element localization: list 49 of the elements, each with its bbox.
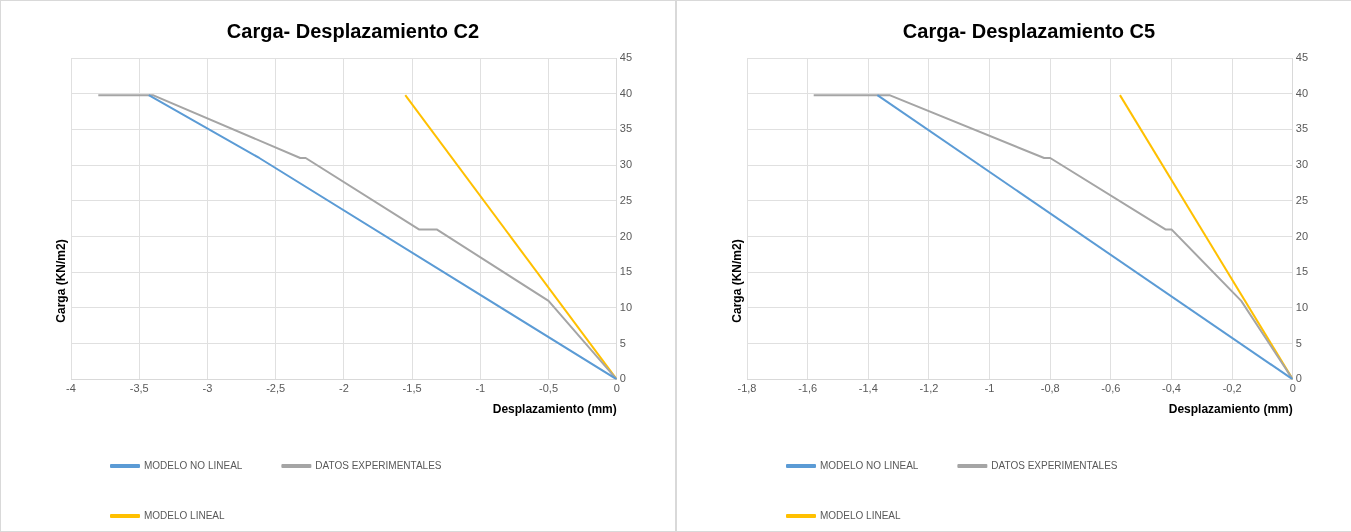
legend-label: MODELO NO LINEAL [144,459,243,471]
y-tick-label: 5 [619,336,626,349]
y-tick-label: 25 [1295,193,1309,206]
y-tick-label: 25 [619,193,633,206]
x-tick-label: -1,4 [858,382,878,395]
y-tick-label: 40 [1295,86,1309,99]
y-tick-label: 20 [1295,229,1309,242]
legend-label: MODELO LINEAL [144,509,226,521]
y-tick-label: 15 [619,265,633,278]
y-tick-label: 35 [619,122,633,135]
y-axis-title: Carga (KN/m2) [730,239,744,323]
x-tick-label: -2 [338,382,349,395]
y-tick-label: 0 [619,372,626,385]
y-tick-label: 35 [1295,122,1309,135]
y-tick-label: 45 [619,51,633,64]
legend-label: DATOS EXPERIMENTALES [991,459,1118,471]
x-tick-label: -1 [984,382,995,395]
y-tick-label: 40 [619,86,633,99]
x-tick-label: -1,5 [402,382,422,395]
y-tick-label: 10 [1295,301,1309,314]
x-tick-label: -1 [475,382,486,395]
x-tick-label: -0,4 [1162,382,1181,395]
y-tick-label: 0 [1295,372,1302,385]
chart-title: Carga- Desplazamiento C2 [226,19,480,42]
x-tick-label: -3,5 [129,382,149,395]
chart-title: Carga- Desplazamiento C5 [902,19,1156,42]
x-tick-label: -3 [202,382,213,395]
x-axis-title: Desplazamiento (mm) [492,402,617,417]
x-tick-label: -2,5 [266,382,286,395]
y-tick-label: 45 [1295,51,1309,64]
y-tick-label: 30 [619,158,633,171]
x-tick-label: -1,6 [798,382,818,395]
x-tick-label: -0,5 [539,382,559,395]
y-tick-label: 30 [1295,158,1309,171]
x-tick-label: -4 [66,382,76,395]
y-axis-title: Carga (KN/m2) [54,239,68,323]
y-tick-label: 15 [1295,265,1309,278]
x-tick-label: -0,8 [1040,382,1060,395]
legend-label: DATOS EXPERIMENTALES [315,459,442,471]
y-tick-label: 10 [619,301,633,314]
x-tick-label: -1,8 [737,382,757,395]
legend-label: MODELO NO LINEAL [820,459,919,471]
legend-label: MODELO LINEAL [820,509,902,521]
x-tick-label: -1,2 [919,382,939,395]
x-tick-label: -0,2 [1222,382,1242,395]
x-tick-label: -0,6 [1101,382,1121,395]
y-tick-label: 20 [619,229,633,242]
x-axis-title: Desplazamiento (mm) [1168,402,1293,417]
y-tick-label: 5 [1295,336,1302,349]
